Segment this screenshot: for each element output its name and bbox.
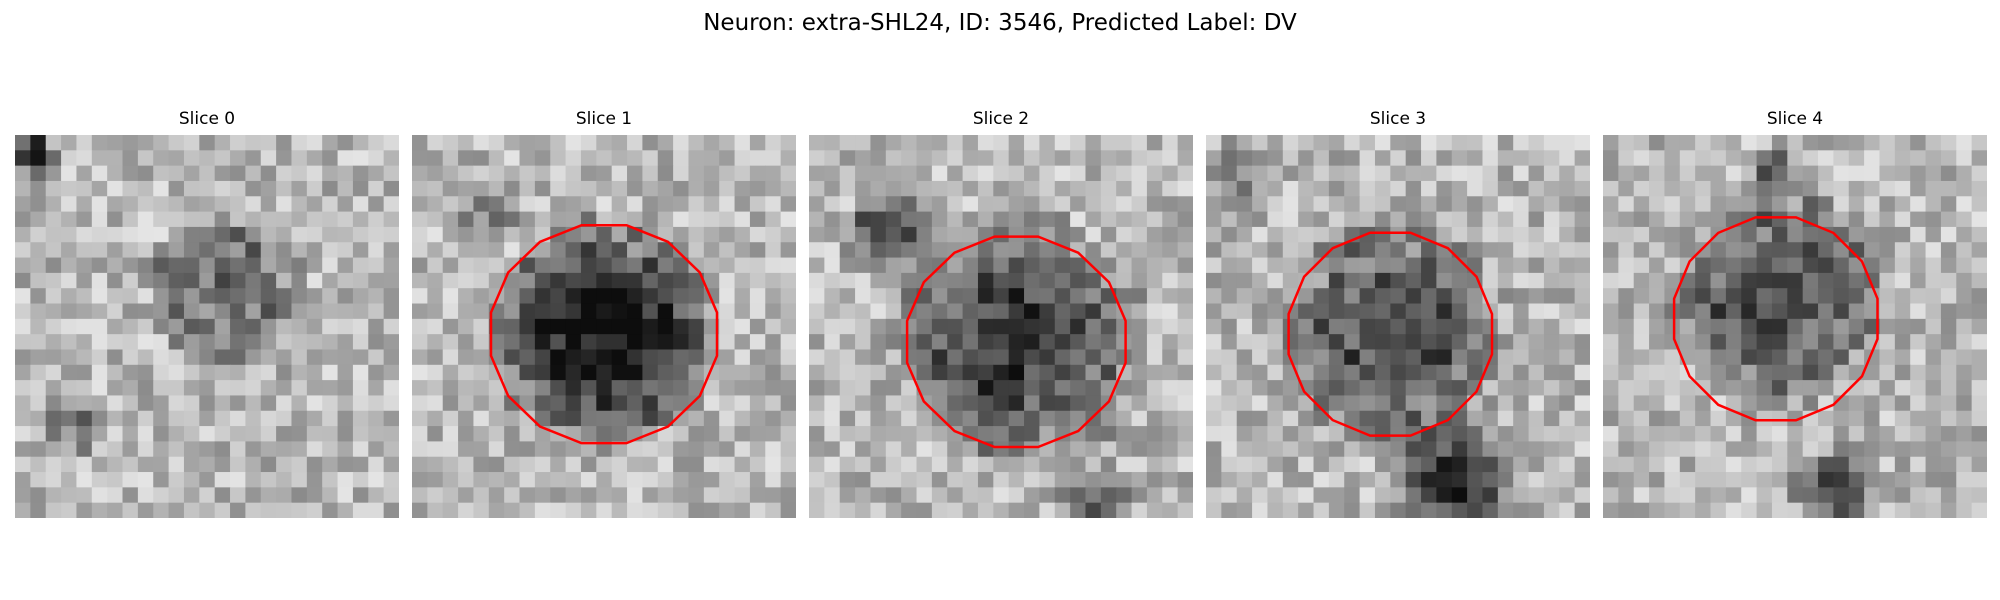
slice-panel-3: Slice 3	[1206, 108, 1590, 518]
slice-image-1	[412, 135, 796, 518]
roi-contour	[905, 235, 1127, 449]
slice-image-3	[1206, 135, 1590, 518]
slice-title-3: Slice 3	[1369, 109, 1427, 129]
figure-title: Neuron: extra-SHL24, ID: 3546, Predicted…	[703, 10, 1297, 36]
slice-image-4	[1603, 135, 1987, 518]
slice-title-1: Slice 1	[575, 109, 633, 129]
slice-panel-4: Slice 4	[1603, 108, 1987, 518]
roi-contour	[489, 223, 719, 445]
slice-title-2: Slice 2	[972, 109, 1030, 129]
slice-panel-0: Slice 0	[15, 108, 399, 518]
slice-image-0	[15, 135, 399, 518]
roi-contour	[1287, 231, 1494, 437]
slice-panel-1: Slice 1	[412, 108, 796, 518]
slice-title-4: Slice 4	[1766, 109, 1824, 129]
roi-contour	[1672, 216, 1879, 422]
slice-image-2	[809, 135, 1193, 518]
slice-title-0: Slice 0	[178, 109, 236, 129]
slice-panel-2: Slice 2	[809, 108, 1193, 518]
